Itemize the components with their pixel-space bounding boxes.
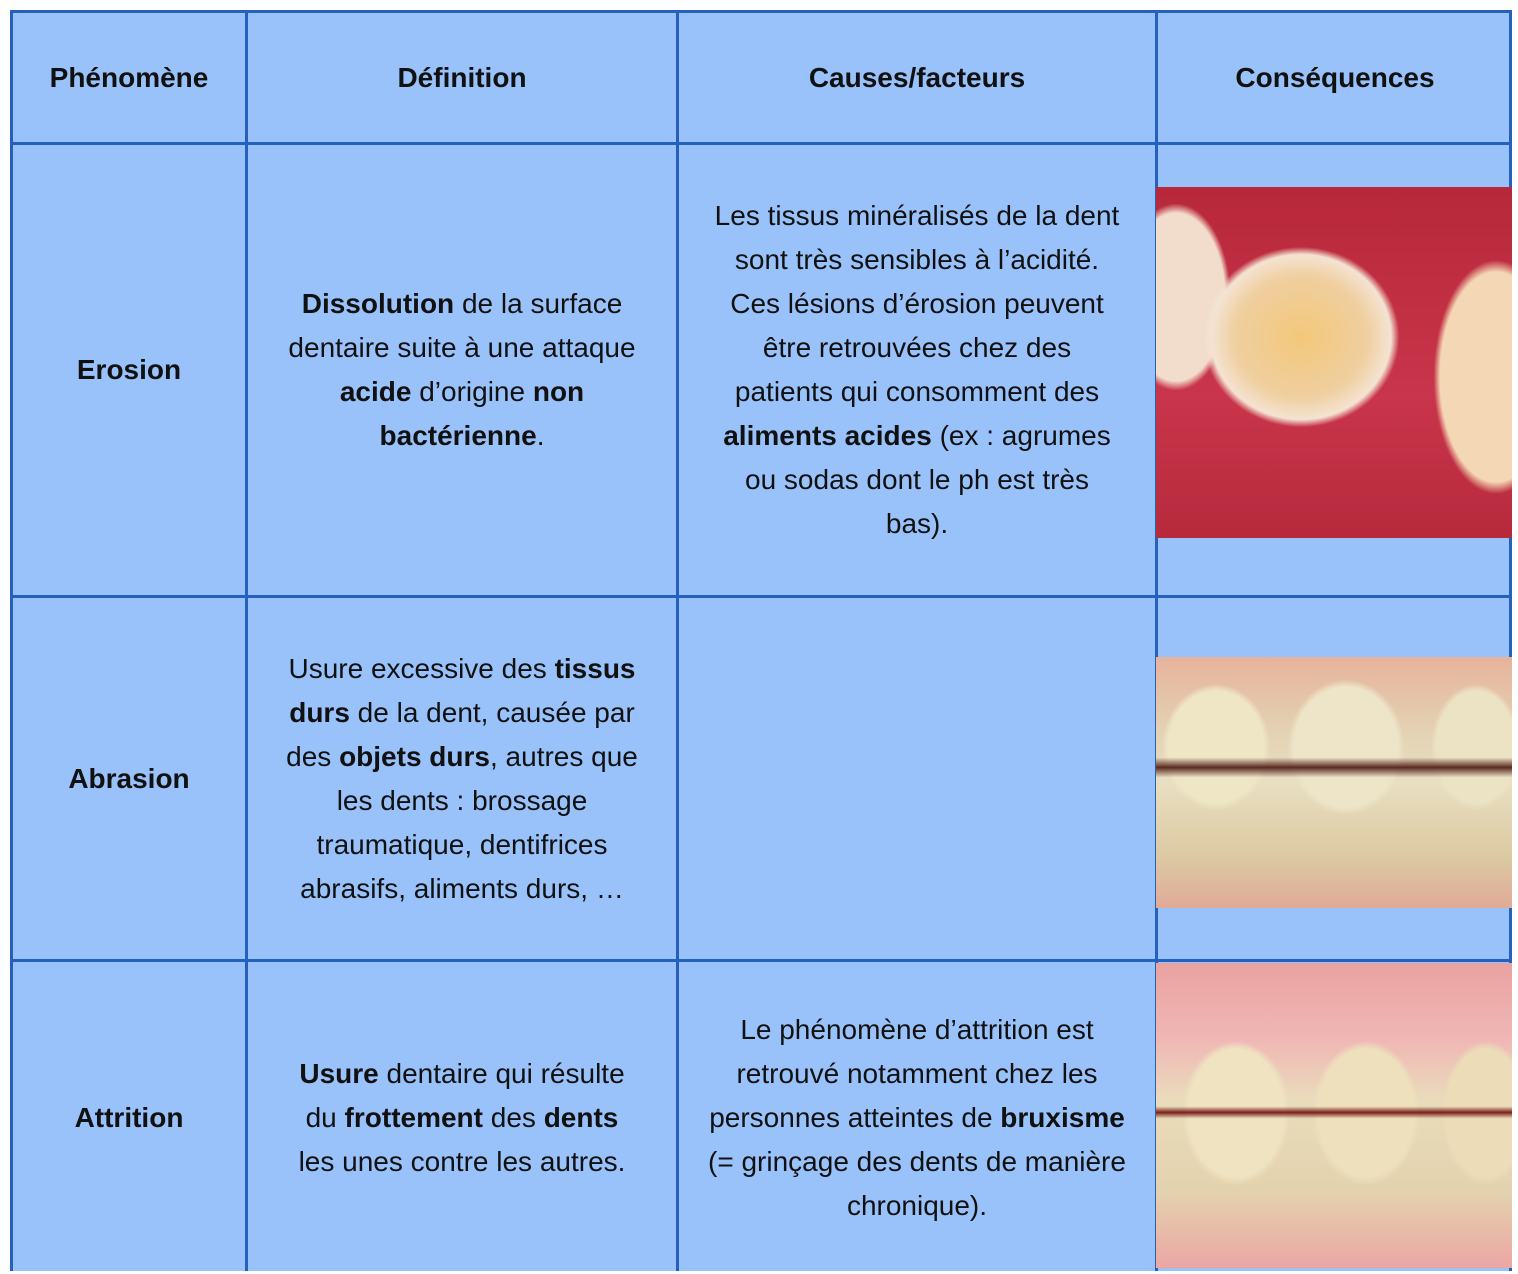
- bold-text: frottement: [344, 1102, 483, 1133]
- text: de la surface dentaire suite à une attaq…: [288, 288, 636, 363]
- text: (ex : agrumes ou sodas dont le ph est tr…: [745, 420, 1111, 539]
- row-border: [13, 595, 1509, 598]
- bold-text: Usure: [299, 1058, 379, 1089]
- column-border: [676, 13, 679, 1271]
- photo: [1156, 657, 1512, 908]
- header-cell: Causes/facteurs: [808, 61, 1026, 93]
- bold-text: acide: [339, 376, 412, 407]
- causes-cell: Les tissus minéralisés de la dent sont t…: [679, 145, 1155, 595]
- bold-text: dents: [543, 1102, 619, 1133]
- column-border: [1155, 13, 1158, 1271]
- text: (= grinçage des dents de manière chroniq…: [708, 1146, 1126, 1221]
- text: .: [536, 420, 545, 451]
- definition-cell: Usure excessive des tissus durs de la de…: [248, 598, 676, 959]
- definition-text: Dissolution de la surface dentaire suite…: [276, 282, 648, 458]
- text: , autres que les dents : brossage trauma…: [300, 740, 638, 904]
- phenomenon-cell: Erosion: [76, 354, 182, 385]
- text: dentaire qui résulte du: [305, 1058, 625, 1133]
- bold-text: bruxisme: [1000, 1102, 1125, 1133]
- photo: [1156, 963, 1512, 1268]
- text: d’origine: [411, 376, 533, 407]
- photo: [1156, 187, 1512, 538]
- text: Usure excessive des: [288, 652, 555, 684]
- phenomenon-cell: Abrasion: [68, 762, 190, 794]
- text: Les tissus minéralisés de la dent sont t…: [714, 200, 1120, 407]
- text: des: [483, 1102, 544, 1133]
- bold-text: non bactérienne: [379, 376, 585, 451]
- header-cell: Définition: [397, 61, 527, 93]
- definition-cell: Dissolution de la surface dentaire suite…: [248, 145, 676, 595]
- header-cell: Conséquences: [1235, 61, 1435, 93]
- bold-text: Dissolution: [301, 288, 455, 319]
- definition-text: Usure excessive des tissus durs de la de…: [274, 647, 650, 911]
- row-border: [13, 959, 1509, 962]
- text: de la dent, causée par des: [286, 696, 635, 772]
- bold-text: aliments acides: [723, 420, 932, 451]
- definition-cell: Usure dentaire qui résulte du frottement…: [248, 962, 676, 1274]
- row-border: [13, 142, 1509, 145]
- text: Le phénomène d’attrition est retrouvé no…: [709, 1014, 1098, 1133]
- definition-text: Usure dentaire qui résulte du frottement…: [292, 1052, 632, 1184]
- causes-text: Le phénomène d’attrition est retrouvé no…: [701, 1008, 1133, 1228]
- table: Phénomène Définition Causes/facteurs Con…: [10, 10, 1512, 1271]
- bold-text: tissus durs: [289, 652, 636, 728]
- header-cell: Phénomène: [49, 61, 209, 93]
- causes-text: Les tissus minéralisés de la dent sont t…: [713, 194, 1121, 546]
- bold-text: objets durs: [339, 740, 490, 772]
- causes-cell: Le phénomène d’attrition est retrouvé no…: [679, 962, 1155, 1274]
- column-border: [245, 13, 248, 1271]
- text: les unes contre les autres.: [298, 1146, 626, 1177]
- phenomenon-cell: Attrition: [74, 1102, 184, 1133]
